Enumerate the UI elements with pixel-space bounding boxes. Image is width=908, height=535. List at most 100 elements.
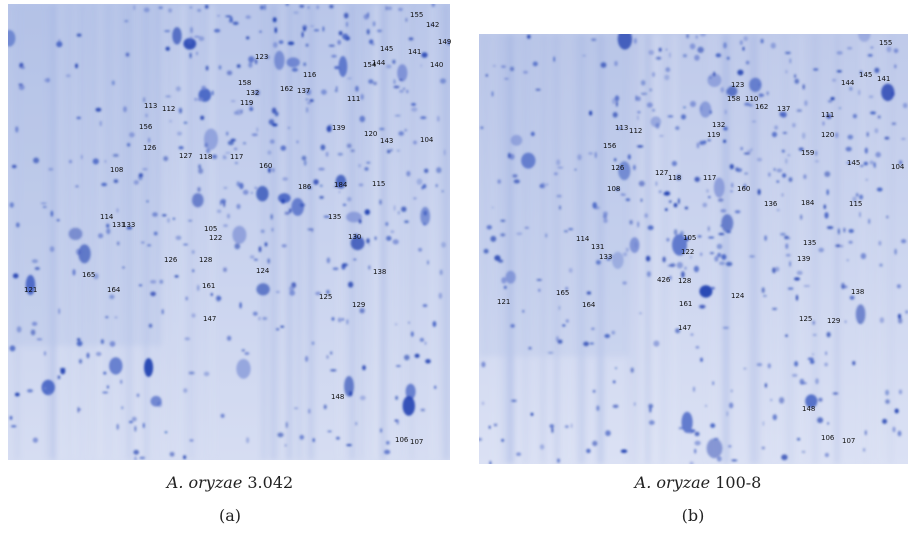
- protein-spot: [725, 261, 733, 267]
- protein-spot: [226, 131, 229, 136]
- protein-spot: [565, 287, 569, 290]
- protein-spot: [718, 233, 725, 235]
- protein-spot: [439, 269, 443, 276]
- protein-spot: [780, 232, 786, 236]
- protein-spot: [236, 358, 251, 379]
- protein-spot: [255, 59, 258, 65]
- protein-spot: [364, 167, 369, 171]
- protein-spot: [516, 452, 522, 457]
- protein-spot: [40, 202, 47, 205]
- protein-spot: [12, 273, 19, 279]
- protein-spot: [330, 369, 337, 372]
- protein-spot: [894, 248, 897, 255]
- protein-spot: [574, 168, 577, 171]
- protein-spot: [545, 233, 548, 238]
- protein-spot: [505, 270, 516, 284]
- protein-spot: [58, 308, 61, 315]
- protein-spot: [802, 84, 805, 90]
- protein-spot: [274, 111, 279, 117]
- spot-label: 114: [576, 235, 590, 243]
- protein-spot: [603, 218, 608, 223]
- protein-spot: [385, 222, 389, 226]
- protein-spot: [858, 89, 861, 96]
- protein-spot: [800, 214, 803, 220]
- protein-spot: [860, 165, 864, 167]
- protein-spot: [260, 5, 264, 10]
- protein-spot: [617, 34, 633, 50]
- protein-spot: [899, 160, 903, 165]
- protein-spot: [234, 162, 238, 164]
- protein-spot: [354, 233, 359, 239]
- protein-spot: [198, 164, 202, 169]
- protein-spot: [695, 35, 698, 39]
- spot-label: 144: [372, 59, 386, 67]
- protein-spot: [106, 385, 109, 389]
- protein-spot: [232, 21, 239, 25]
- protein-spot: [730, 389, 733, 393]
- protein-spot: [366, 29, 370, 35]
- protein-spot: [655, 122, 660, 129]
- protein-spot: [794, 78, 800, 84]
- protein-spot: [76, 338, 81, 341]
- protein-spot: [547, 351, 554, 354]
- protein-spot: [169, 452, 175, 457]
- protein-spot: [676, 174, 682, 181]
- protein-spot: [441, 190, 444, 193]
- protein-spot: [86, 352, 90, 359]
- protein-spot: [138, 173, 143, 178]
- protein-spot: [192, 269, 195, 273]
- protein-spot: [227, 140, 234, 146]
- protein-spot: [33, 157, 40, 164]
- protein-spot: [398, 7, 403, 11]
- protein-spot: [781, 149, 785, 153]
- caption-a-strain: 3.042: [247, 473, 294, 492]
- protein-spot: [772, 414, 777, 421]
- protein-spot: [291, 198, 305, 216]
- spot-label: 128: [199, 256, 213, 264]
- protein-spot: [886, 215, 889, 219]
- protein-spot: [263, 4, 266, 11]
- spot-label: 138: [851, 288, 865, 296]
- protein-spot: [785, 253, 791, 257]
- protein-spot: [699, 101, 712, 118]
- protein-spot: [424, 341, 427, 345]
- spot-label: 130: [348, 233, 362, 241]
- protein-spot: [305, 43, 309, 47]
- protein-spot: [803, 285, 810, 287]
- protein-spot: [625, 247, 629, 252]
- protein-spot: [223, 267, 227, 272]
- protein-spot: [178, 146, 184, 150]
- protein-spot: [558, 305, 561, 310]
- protein-spot: [824, 362, 828, 367]
- protein-spot: [150, 291, 156, 297]
- protein-spot: [192, 197, 195, 200]
- protein-spot: [796, 270, 803, 275]
- spot-label: 162: [280, 85, 294, 93]
- protein-spot: [689, 461, 694, 464]
- protein-spot: [546, 183, 549, 186]
- protein-spot: [664, 208, 668, 211]
- protein-spot: [648, 420, 655, 425]
- spot-label: 115: [372, 180, 386, 188]
- protein-spot: [852, 196, 857, 203]
- protein-spot: [337, 39, 342, 45]
- protein-spot: [530, 412, 534, 416]
- protein-spot: [319, 196, 324, 199]
- protein-spot: [874, 67, 880, 73]
- protein-spot: [797, 437, 801, 441]
- protein-spot: [836, 70, 842, 73]
- protein-spot: [481, 361, 486, 368]
- protein-spot: [896, 284, 901, 289]
- protein-spot: [420, 206, 431, 226]
- protein-spot: [358, 219, 362, 224]
- protein-spot: [394, 323, 398, 326]
- protein-spot: [159, 279, 164, 284]
- protein-spot: [338, 191, 341, 193]
- spot-label: 122: [209, 234, 223, 242]
- protein-spot: [278, 40, 284, 44]
- protein-spot: [152, 212, 158, 217]
- protein-spot: [31, 321, 38, 326]
- protein-spot: [168, 8, 173, 13]
- protein-spot: [432, 321, 437, 327]
- protein-spot: [319, 184, 323, 187]
